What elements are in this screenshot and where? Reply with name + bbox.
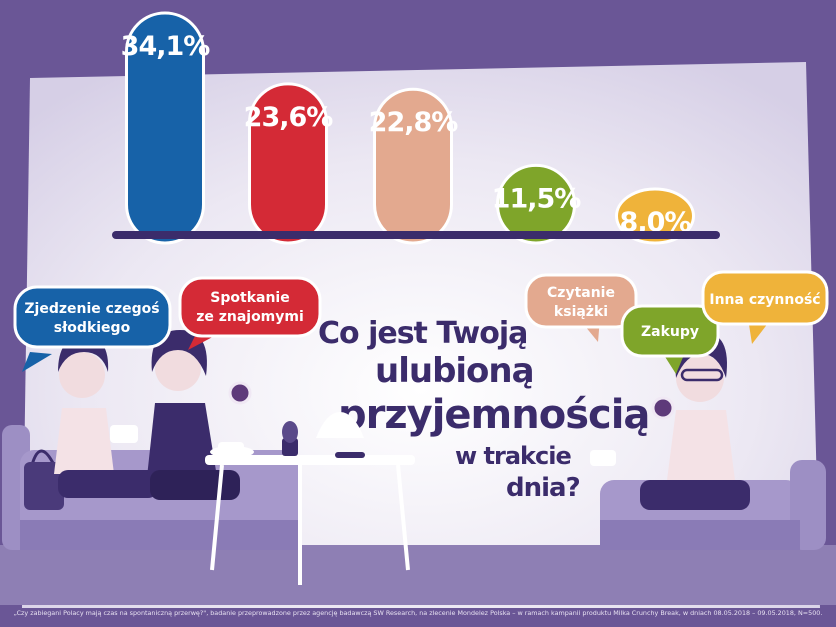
bar-value-label-4: 11,5%	[492, 183, 582, 214]
bubble-shopping: Zakupy	[620, 304, 720, 374]
bubble-reading-line-2: książki	[554, 304, 608, 320]
bubble-friends: Spotkanie ze znajomymi	[178, 276, 322, 350]
bar-1	[125, 11, 205, 245]
question-line-4: w trakcie	[455, 442, 571, 470]
question-line-3: przyjemnością	[338, 392, 649, 438]
bar-value-label-2: 23,6%	[244, 102, 334, 133]
bar-2	[248, 82, 328, 245]
bar-5	[615, 187, 695, 245]
cactus-icon	[282, 421, 298, 456]
question-line-5: dnia?	[506, 473, 580, 503]
bar-3	[373, 87, 453, 245]
woman-middle	[147, 330, 252, 500]
bar-value-label-1: 34,1%	[121, 31, 211, 62]
bubble-sweets: Zjedzenie czegoś słodkiego	[13, 285, 172, 372]
bar-baseline	[112, 231, 720, 239]
question-line-1: Co jest Twoją	[318, 316, 527, 351]
question-line-2: ulubioną	[375, 351, 534, 391]
question-title: Co jest Twoją ulubioną przyjemnością w t…	[318, 316, 650, 503]
coffee-table	[205, 412, 415, 585]
bubble-sweets-line-2: słodkiego	[54, 320, 131, 336]
bar-value-label-3: 22,8%	[369, 107, 459, 138]
bar-4	[496, 163, 576, 245]
bubble-friends-line-1: Spotkanie	[210, 290, 289, 306]
woman-right	[590, 332, 750, 510]
bubble-reading-line-1: Czytanie	[547, 285, 615, 301]
bar-group: 34,1%23,6% 22,8%11,5%8,0%	[121, 11, 695, 245]
bubble-shopping-line-1: Zakupy	[641, 324, 699, 340]
bubble-reading: Czytanie książki	[524, 273, 638, 342]
bubble-sweets-line-1: Zjedzenie czegoś	[24, 301, 159, 317]
bubble-friends-line-2: ze znajomymi	[196, 309, 304, 325]
bubble-other: Inna czynność	[701, 270, 829, 344]
footnote: „Czy zabiegani Polacy mają czas na spont…	[13, 609, 823, 617]
floor	[0, 545, 836, 605]
bubble-other-line-1: Inna czynność	[709, 292, 820, 308]
